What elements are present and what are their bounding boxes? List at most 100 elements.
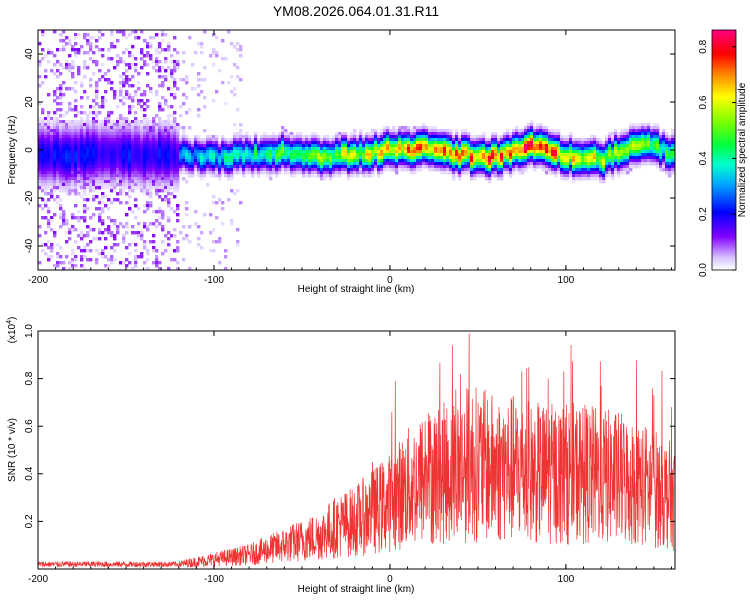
- spectrogram-cell: [248, 156, 252, 160]
- spectrogram-cell: [131, 210, 135, 214]
- spectrogram-cell: [491, 153, 495, 157]
- spectrogram-cell: [377, 135, 381, 139]
- spectrogram-cell: [104, 138, 108, 142]
- spectrogram-cell: [92, 180, 96, 184]
- spectrogram-cell: [326, 171, 330, 175]
- spectrogram-cell: [194, 156, 198, 160]
- spectrogram-cell: [44, 144, 48, 148]
- spectrogram-cell: [83, 186, 87, 190]
- spectrogram-cell: [44, 192, 48, 196]
- spectrogram-cell: [533, 135, 537, 139]
- spectrogram-cell: [572, 144, 576, 148]
- spectrogram-cell: [161, 156, 165, 160]
- spectrogram-cell: [662, 132, 666, 136]
- spectrogram-cell: [158, 174, 162, 178]
- spectrogram-cell: [209, 162, 213, 166]
- spectrogram-cell: [266, 165, 270, 169]
- spectrogram-cell: [59, 156, 63, 160]
- spectrogram-cell: [335, 174, 339, 178]
- spectrogram-cell: [122, 30, 126, 34]
- spectrogram-cell: [41, 177, 45, 181]
- spectrogram-cell: [134, 153, 138, 157]
- spectrogram-cell: [242, 138, 246, 142]
- spectrogram-cell: [260, 156, 264, 160]
- spectrogram-cell: [68, 165, 72, 169]
- spectrogram-cell: [581, 162, 585, 166]
- spectrogram-cell: [608, 168, 612, 172]
- spectrogram-cell: [509, 174, 513, 178]
- spectrogram-cell: [188, 141, 192, 145]
- spectrogram-cell: [440, 162, 444, 166]
- spectrogram-cell: [125, 36, 129, 40]
- spectrogram-cell: [353, 147, 357, 151]
- spectrogram-cell: [101, 201, 105, 205]
- spectrogram-cell: [335, 153, 339, 157]
- spectrogram-cell: [227, 156, 231, 160]
- spectrogram-cell: [464, 153, 468, 157]
- spectrogram-cell: [173, 120, 177, 124]
- spectrogram-cell: [161, 129, 165, 133]
- spectrogram-cell: [329, 162, 333, 166]
- spectrogram-cell: [446, 162, 450, 166]
- spectrogram-cell: [272, 165, 276, 169]
- spectrogram-cell: [113, 123, 117, 127]
- spectrogram-cell: [203, 141, 207, 145]
- spectrogram-cell: [155, 186, 159, 190]
- spectrogram-cell: [116, 126, 120, 130]
- spectrogram-cell: [194, 150, 198, 154]
- spectrogram-cell: [629, 135, 633, 139]
- spectrogram-cell: [68, 174, 72, 178]
- spectrogram-cell: [236, 135, 240, 139]
- spectrogram-cell: [125, 159, 129, 163]
- spectrogram-cell: [575, 153, 579, 157]
- spectrogram-cell: [566, 150, 570, 154]
- spectrogram-cell: [398, 129, 402, 133]
- spectrogram-cell: [104, 141, 108, 145]
- spectrogram-cell: [161, 39, 165, 43]
- spectrogram-cell: [143, 129, 147, 133]
- spectrogram-cell: [482, 168, 486, 172]
- spectrogram-cell: [146, 267, 150, 270]
- spectrogram-cell: [332, 165, 336, 169]
- spectrogram-cell: [260, 159, 264, 163]
- spectrogram-cell: [647, 132, 651, 136]
- spectrogram-cell: [287, 162, 291, 166]
- spectrogram-cell: [578, 141, 582, 145]
- spectrogram-cell: [662, 144, 666, 148]
- spectrogram-cell: [440, 129, 444, 133]
- spectrogram-cell: [170, 69, 174, 73]
- spectrogram-cell: [218, 198, 222, 202]
- spectrogram-cell: [80, 117, 84, 121]
- spectrogram-cell: [293, 138, 297, 142]
- spectrogram-cell: [638, 156, 642, 160]
- spectrogram-cell: [164, 174, 168, 178]
- spectrogram-cell: [614, 165, 618, 169]
- spectrogram-cell: [116, 153, 120, 157]
- spectrogram-cell: [422, 156, 426, 160]
- spectrogram-cell: [71, 45, 75, 49]
- spectrogram-cell: [134, 168, 138, 172]
- spectrogram-cell: [173, 96, 177, 100]
- x-tick-label: -100: [204, 275, 224, 286]
- spectrogram-cell: [581, 171, 585, 175]
- spectrogram-cell: [320, 144, 324, 148]
- spectrogram-cell: [128, 123, 132, 127]
- spectrogram-cell: [224, 168, 228, 172]
- spectrogram-cell: [563, 144, 567, 148]
- spectrogram-cell: [65, 123, 69, 127]
- spectrogram-cell: [50, 186, 54, 190]
- spectrogram-cell: [71, 150, 75, 154]
- spectrogram-cell: [326, 165, 330, 169]
- spectrogram-cell: [659, 132, 663, 136]
- spectrogram-cell: [122, 51, 126, 55]
- spectrogram-cell: [155, 225, 159, 229]
- spectrogram-cell: [107, 153, 111, 157]
- spectrogram-cell: [362, 171, 366, 175]
- spectrogram-cell: [569, 165, 573, 169]
- spectrogram-cell: [470, 168, 474, 172]
- spectrogram-cell: [74, 105, 78, 109]
- spectrogram-cell: [443, 135, 447, 139]
- spectrogram-cell: [203, 165, 207, 169]
- spectrogram-cell: [578, 147, 582, 151]
- spectrogram-cell: [197, 144, 201, 148]
